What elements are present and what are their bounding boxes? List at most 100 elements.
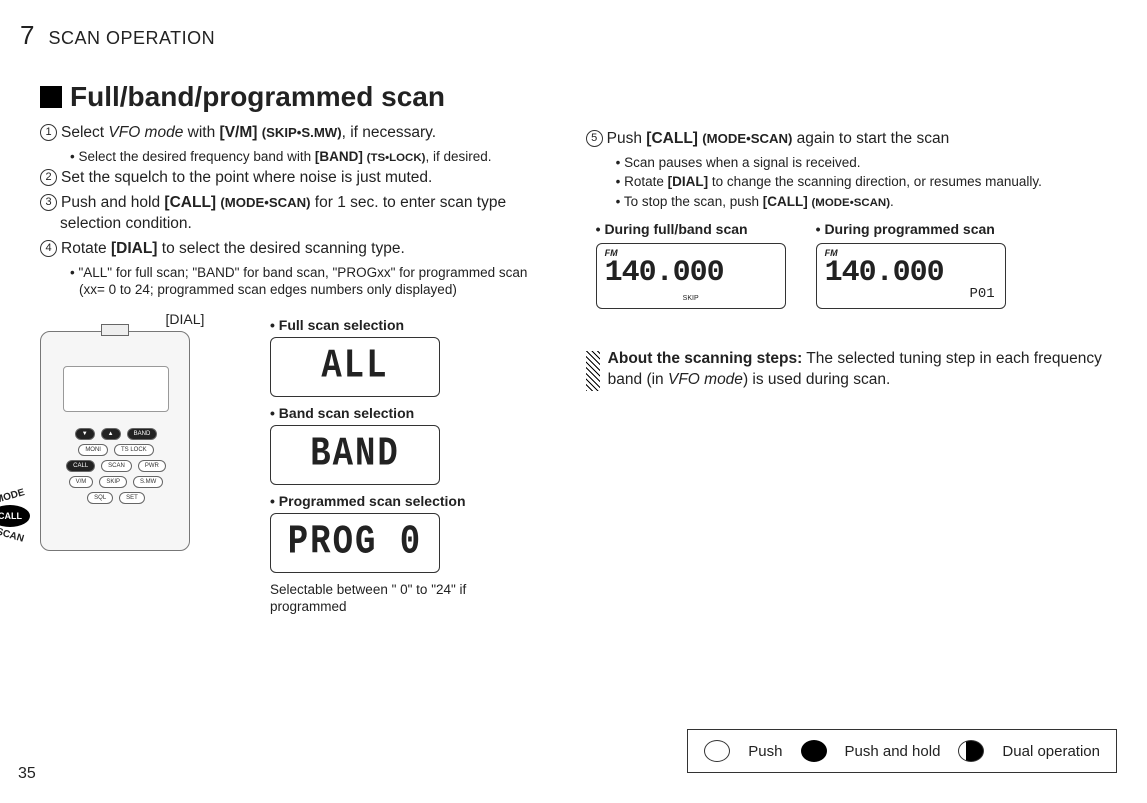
radio-diagram: [DIAL] ▼▲BAND MONITS LOCK CALLSCANPWR V/…	[40, 311, 250, 616]
radio-btn-tslock: TS LOCK	[114, 444, 154, 456]
step-5-sub2: Rotate [DIAL] to change the scanning dir…	[616, 173, 1117, 191]
page: 7 SCAN OPERATION Full/band/programmed sc…	[0, 0, 1147, 803]
lcd1-label: • Full scan selection	[270, 317, 540, 333]
step-5-sub1: Scan pauses when a signal is received.	[616, 154, 1117, 172]
note-c: ) is used during scan.	[743, 371, 890, 388]
radio-btn-set: SET	[119, 492, 145, 504]
step-5-sub3-key: [CALL]	[763, 194, 812, 209]
step-1-text-c: , if necessary.	[342, 124, 436, 141]
legend-box: Push Push and hold Dual operation	[687, 729, 1117, 773]
radio-keypad: ▼▲BAND MONITS LOCK CALLSCANPWR V/MSKIPS.…	[51, 428, 181, 508]
radio-screen-icon	[63, 366, 169, 412]
radio-btn-scan: SCAN	[101, 460, 132, 472]
legend-push-icon	[704, 740, 730, 762]
radio-btn-skip: SKIP	[99, 476, 127, 488]
step-3-key: [CALL]	[164, 194, 220, 211]
lcd3-label: • Programmed scan selection	[270, 493, 540, 509]
right-lcd-row: • During full/band scan FM 140.000 SKIP …	[596, 221, 1117, 309]
note-text: About the scanning steps: The selected t…	[608, 349, 1117, 391]
lcd1-text: ALL	[321, 344, 388, 390]
step-1-sub1-keysub: (TS•LOCK)	[367, 152, 426, 164]
step-1-text-b: with	[183, 124, 219, 141]
left-column: Full/band/programmed scan 1Select VFO mo…	[40, 81, 552, 616]
lcd-fullband: • During full/band scan FM 140.000 SKIP	[596, 221, 786, 309]
step-1-text-a: Select	[61, 124, 108, 141]
step-5-sub3-a: To stop the scan, push	[624, 194, 763, 209]
section-title-text: Full/band/programmed scan	[70, 81, 445, 113]
legend-dual-label: Dual operation	[1002, 743, 1100, 760]
step-5-key-sub: (MODE•SCAN)	[702, 131, 792, 146]
chapter-header: 7 SCAN OPERATION	[20, 20, 1117, 51]
radio-btn-moni: MONI	[78, 444, 108, 456]
step-4-sub1: "ALL" for full scan; "BAND" for band sca…	[70, 264, 552, 299]
step-4-key: [DIAL]	[111, 240, 158, 257]
content-columns: Full/band/programmed scan 1Select VFO mo…	[40, 81, 1117, 616]
legend-hold-label: Push and hold	[845, 743, 941, 760]
step-4: 4Rotate [DIAL] to select the desired sca…	[40, 239, 552, 260]
step-5-sub2-a: Rotate	[624, 174, 668, 189]
note-row: About the scanning steps: The selected t…	[586, 349, 1117, 391]
legend-hold-icon	[801, 740, 827, 762]
radio-btn-vm: V/M	[69, 476, 94, 488]
step-1-key-sub: (SKIP•S.MW)	[262, 125, 342, 140]
step-5: 5Push [CALL] (MODE•SCAN) again to start …	[586, 129, 1117, 150]
mode-call-callout: MODE CALL SCAN	[0, 491, 30, 541]
lcd-fullband-box: FM 140.000 SKIP	[596, 243, 786, 309]
step-5-sub3: To stop the scan, push [CALL] (MODE•SCAN…	[616, 193, 1117, 211]
page-number: 35	[18, 765, 36, 783]
lcd-fullband-label: • During full/band scan	[596, 221, 786, 237]
lcd2-text: BAND	[310, 432, 400, 478]
section-title: Full/band/programmed scan	[40, 81, 552, 113]
step-2: 2Set the squelch to the point where nois…	[40, 168, 552, 189]
step-1-sub1-key: [BAND]	[315, 149, 367, 164]
step-5-text-a: Push	[607, 130, 647, 147]
step-5-sub2-b: to change the scanning direction, or res…	[708, 174, 1042, 189]
note-title: About the scanning steps:	[608, 350, 803, 367]
lcd-column: • Full scan selection ALL • Band scan se…	[270, 311, 540, 616]
step-3-key-sub: (MODE•SCAN)	[220, 195, 310, 210]
radio-knob-icon	[101, 324, 129, 336]
step-4-text-a: Rotate	[61, 240, 111, 257]
lcd-prog-sub: P01	[969, 286, 994, 302]
mode-label: MODE	[0, 485, 31, 507]
step-5-num: 5	[586, 130, 603, 147]
legend-push-label: Push	[748, 743, 782, 760]
right-column: 5Push [CALL] (MODE•SCAN) again to start …	[586, 81, 1117, 616]
step-1-sub1: Select the desired frequency band with […	[70, 148, 552, 166]
section-square-icon	[40, 86, 62, 108]
lcd3-text: PROG 0	[288, 520, 422, 566]
radio-btn-smw: S.MW	[133, 476, 163, 488]
lcd2-box: BAND	[270, 425, 440, 485]
step-5-sub2-key: [DIAL]	[668, 174, 709, 189]
step-4-text-b: to select the desired scanning type.	[157, 240, 404, 257]
note-vfo: VFO mode	[668, 371, 743, 388]
step-5-key: [CALL]	[646, 130, 702, 147]
step-5-sub3-b: .	[890, 194, 894, 209]
call-oval-icon: CALL	[0, 505, 30, 527]
step-3-num: 3	[40, 194, 57, 211]
lcd3-note: Selectable between " 0" to "24" if progr…	[270, 581, 500, 616]
note-hatch-icon	[586, 351, 600, 391]
radio-btn-call: CALL	[66, 460, 95, 472]
lcd-fullband-skip: SKIP	[683, 295, 699, 302]
step-1-vfo: VFO mode	[108, 124, 183, 141]
step-2-text: Set the squelch to the point where noise…	[61, 169, 432, 186]
lcd-fullband-freq: 140.000	[605, 258, 777, 288]
radio-btn-sql: SQL	[87, 492, 113, 504]
lcd-prog-label: • During programmed scan	[816, 221, 1006, 237]
chapter-title: SCAN OPERATION	[48, 28, 215, 49]
step-2-num: 2	[40, 169, 57, 186]
step-1-sub1-b: , if desired.	[425, 149, 491, 164]
step-3-text-a: Push and hold	[61, 194, 164, 211]
lcd3-box: PROG 0	[270, 513, 440, 573]
scan-label: SCAN	[0, 524, 31, 546]
step-5-sub3-keysub: (MODE•SCAN)	[811, 197, 890, 209]
step-5-text-b: again to start the scan	[792, 130, 949, 147]
step-1: 1Select VFO mode with [V/M] (SKIP•S.MW),…	[40, 123, 552, 144]
radio-btn-pwr: PWR	[138, 460, 166, 472]
radio-body-icon: ▼▲BAND MONITS LOCK CALLSCANPWR V/MSKIPS.…	[40, 331, 190, 551]
radio-btn-down: ▼	[75, 428, 95, 440]
radio-btn-up: ▲	[101, 428, 121, 440]
step-4-num: 4	[40, 240, 57, 257]
lcd-prog-box: FM 140.000 P01	[816, 243, 1006, 309]
